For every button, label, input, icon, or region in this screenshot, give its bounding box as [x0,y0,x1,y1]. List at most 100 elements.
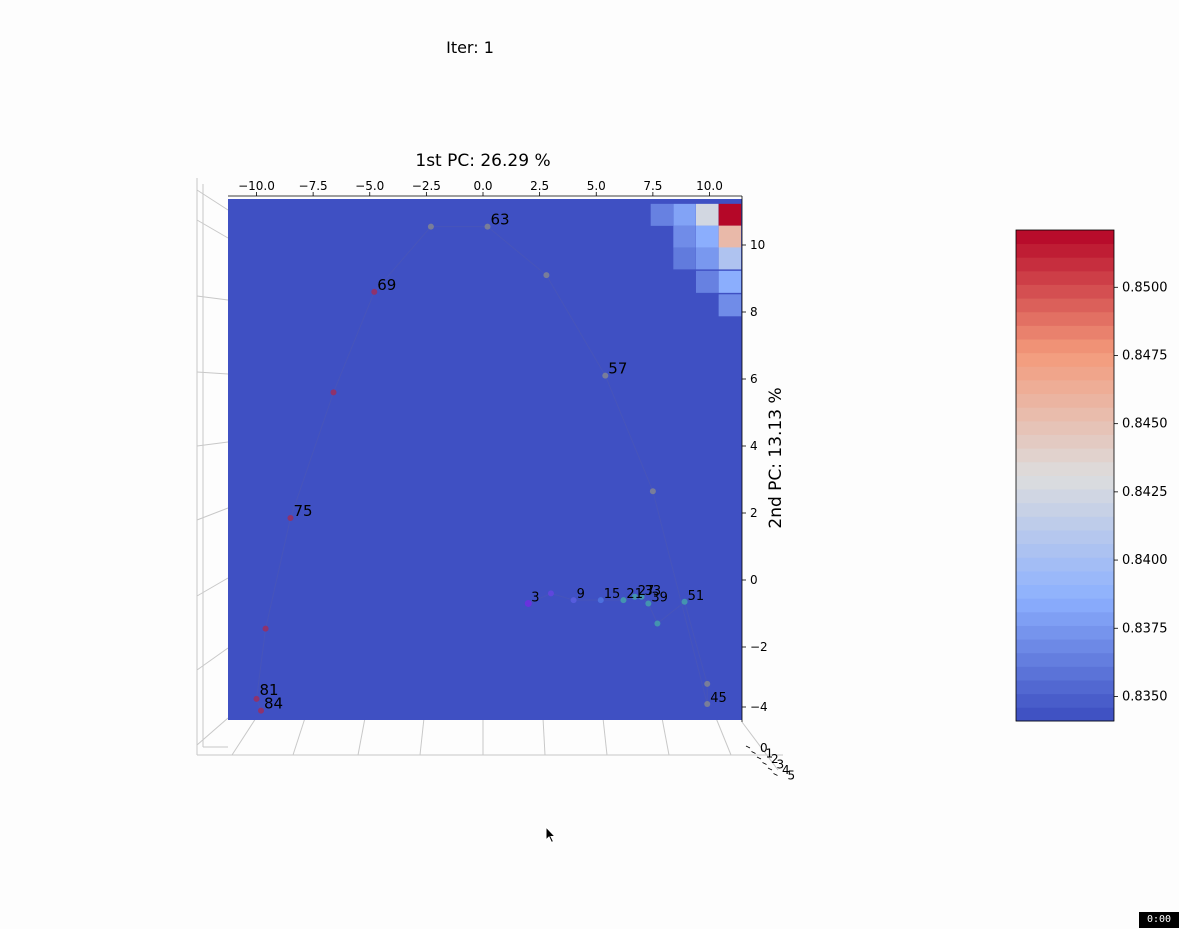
colorbar-segment [1016,420,1114,435]
timer-badge: 0:00 [1139,912,1179,928]
x-tick-label: 5.0 [587,179,606,193]
x-tick-label: 7.5 [643,179,662,193]
colorbar-tick-label: 0.8350 [1122,689,1168,704]
colorbar-segment [1016,475,1114,490]
colorbar-segment [1016,284,1114,299]
trajectory-label: 9 [577,587,585,602]
surface-cell [695,247,719,270]
colorbar-segment [1016,325,1114,340]
z-tick-mark [767,767,773,771]
colorbar-tick-label: 0.8475 [1122,348,1168,363]
y-tick-label: 6 [750,372,758,386]
trajectory-point [547,590,554,597]
trajectory-point [287,515,294,522]
trajectory-point [543,272,550,279]
x-tick-label: 2.5 [530,179,549,193]
trajectory-point [649,488,656,495]
trajectory-point [262,625,269,632]
colorbar-segment [1016,639,1114,654]
colorbar-segment [1016,584,1114,599]
colorbar-segment [1016,393,1114,408]
colorbar-frame [1015,229,1115,722]
colorbar-segment [1016,352,1114,367]
colorbar-segment [1016,257,1114,272]
surface-cell [695,225,719,248]
y-tick-label: 8 [750,305,758,319]
surface-cell [718,203,742,226]
colorbar-segment [1016,598,1114,613]
colorbar-segment [1016,243,1114,258]
colorbar-tick-label: 0.8400 [1122,553,1168,568]
trajectory-point [681,598,688,605]
z-tick-mark [756,756,762,760]
trajectory-point [602,372,609,379]
colorbar-segment [1016,516,1114,531]
colorbar-segment [1016,489,1114,504]
trajectory-point [704,700,711,707]
surface-cell [718,247,742,270]
x-tick-label: −2.5 [412,179,441,193]
colorbar [1016,230,1114,722]
trajectory-label: 84 [264,695,283,713]
colorbar-segment [1016,230,1114,245]
y-tick-label: 10 [750,238,765,252]
z-tick-label: 1 [766,747,774,761]
surface-heatmap [228,199,742,720]
colorbar-segment [1016,625,1114,640]
colorbar-segment [1016,707,1114,722]
colorbar-segment [1016,270,1114,285]
surface-base [228,199,742,720]
trajectory-point [427,223,434,230]
trajectory-label: 15 [604,587,621,602]
surface-cell [695,270,719,293]
x-tick-label: −5.0 [355,179,384,193]
colorbar-segment [1016,693,1114,708]
z-tick-label: 2 [771,752,779,766]
y-axis-title: 2nd PC: 13.13 % [766,387,786,528]
x-tick-label: 10.0 [696,179,723,193]
trajectory-point [620,597,627,604]
trajectory-point [524,599,532,607]
y-tick-label: 0 [750,573,758,587]
z-tick-mark [751,751,756,754]
surface-cell [673,225,696,248]
iter-label: Iter: 1 [446,38,494,57]
trajectory-label: 21 [626,587,643,602]
surface-cell [695,203,719,226]
trajectory-point [654,620,661,627]
z-tick-mark [745,745,751,749]
z-tick-label: 4 [782,763,790,777]
surface-cell [673,247,696,270]
colorbar-tick-label: 0.8500 [1122,280,1168,295]
colorbar-segment [1016,448,1114,463]
colorbar-segment [1016,298,1114,313]
z-tick-mark [762,762,767,765]
trajectory-label: 51 [688,589,705,604]
trajectory-label: 3 [531,590,539,605]
colorbar-segment [1016,557,1114,572]
x-axis-title: 1st PC: 26.29 % [415,151,550,171]
surface-cell [718,270,742,293]
colorbar-segment [1016,366,1114,381]
trajectory-label: 39 [651,590,668,605]
trajectory-point [645,600,652,607]
colorbar-segment [1016,543,1114,558]
surface-cell [718,225,742,248]
y-axis-ticks: −4 −2 0 2 4 6 8 10 [742,238,768,714]
trajectory-label: 63 [491,211,510,229]
z-tick-mark [773,773,778,776]
colorbar-segment [1016,407,1114,422]
trajectory-label: 45 [710,691,727,706]
trajectory-label: 27 [638,584,655,599]
colorbar-segment [1016,570,1114,586]
trajectory-point [258,707,265,714]
trajectory-points [253,223,711,714]
mouse-pointer-icon [545,826,557,844]
x-axis-ticks: −10.0 −7.5 −5.0 −2.5 0.0 2.5 5.0 7.5 10.0 [238,179,723,196]
trajectory-point [371,288,378,295]
trajectory-point [704,680,711,687]
trajectory-point [484,223,491,230]
colorbar-tick-label: 0.8375 [1122,621,1168,636]
colorbar-ticks: 0.8350 0.8375 0.8400 0.8425 0.8450 0.8475 0.85… [1114,280,1168,704]
y-tick-label: 2 [750,506,758,520]
